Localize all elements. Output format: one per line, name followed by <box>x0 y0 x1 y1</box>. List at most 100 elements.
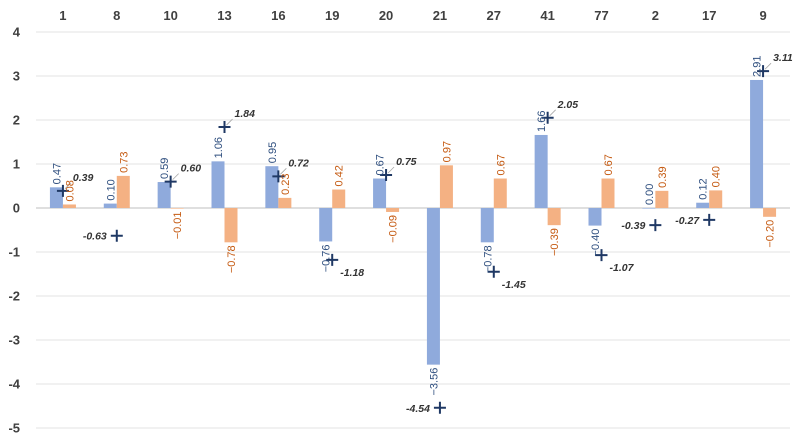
bars <box>49 79 777 365</box>
marker-label: 2.05 <box>557 99 579 111</box>
plus-marker <box>380 169 393 181</box>
marker-leader-line <box>387 166 395 174</box>
bar-series-a <box>588 208 602 226</box>
plus-marker <box>56 184 69 197</box>
data-label: 0.12 <box>698 178 710 199</box>
marker-leader-line <box>280 168 287 175</box>
y-tick-label: 2 <box>13 113 20 128</box>
bar-series-a <box>750 79 764 209</box>
x-category-label: 9 <box>759 8 766 23</box>
marker-label: 0.75 <box>396 156 417 168</box>
y-tick-label: -1 <box>8 245 20 260</box>
marker-leader-line <box>226 118 233 126</box>
y-tick-label: 0 <box>13 201 20 216</box>
data-label: 0.67 <box>603 154 615 175</box>
plus-marker <box>649 219 662 232</box>
plus-marker <box>541 111 554 124</box>
markers <box>56 62 772 414</box>
x-category-label: 27 <box>487 8 501 23</box>
plus-marker <box>703 213 716 226</box>
data-label: 1.66 <box>536 111 548 132</box>
y-tick-label: 1 <box>13 157 20 172</box>
data-label: −0.01 <box>172 211 184 239</box>
plus-marker <box>757 65 770 78</box>
bar-series-b <box>62 204 76 208</box>
plus-marker <box>433 401 446 414</box>
bar-series-b <box>655 190 669 208</box>
plus-marker <box>110 229 123 242</box>
gridlines <box>36 31 790 429</box>
plus-marker <box>487 265 500 278</box>
data-label: 0.97 <box>441 141 453 162</box>
x-category-label: 41 <box>540 8 554 23</box>
x-axis: 1 8 10 13 16 19 20 21 27 41 77 2 17 9 <box>59 8 766 23</box>
x-category-label: 21 <box>433 8 447 23</box>
marker-label: -1.07 <box>610 262 635 274</box>
plus-marker <box>326 253 339 266</box>
data-label: 0.95 <box>267 142 279 163</box>
x-category-label: 16 <box>271 8 285 23</box>
bar-series-a <box>49 187 63 208</box>
data-label: 0.73 <box>118 151 130 172</box>
data-label: 0.67 <box>375 154 387 175</box>
data-label: −0.09 <box>388 215 400 243</box>
plus-marker <box>218 121 231 134</box>
y-axis: 4 3 2 1 0 -1 -2 -3 -4 -5 <box>8 25 20 436</box>
marker-label: -0.63 <box>83 231 107 243</box>
data-label: −0.20 <box>765 220 777 248</box>
y-tick-label: 4 <box>13 25 21 40</box>
y-tick-label: 3 <box>13 69 20 84</box>
marker-leader-line <box>64 182 72 190</box>
plus-marker <box>164 175 177 188</box>
bar-series-a <box>319 208 333 242</box>
bar-series-a <box>265 166 279 208</box>
bar-series-b <box>547 208 561 226</box>
data-label: 0.67 <box>495 154 507 175</box>
data-label: −0.39 <box>549 228 561 256</box>
data-label: 0.47 <box>51 163 63 184</box>
marker-label: -0.39 <box>621 220 645 232</box>
marker-label: -1.45 <box>502 279 526 291</box>
y-tick-label: -3 <box>8 333 20 348</box>
bar-series-a <box>480 208 494 243</box>
data-label: 0.10 <box>105 179 117 200</box>
marker-label: 1.84 <box>235 108 256 120</box>
bar-series-b <box>709 190 723 208</box>
bar-series-b <box>116 175 130 208</box>
data-label: −0.76 <box>321 244 333 272</box>
marker-label: 0.60 <box>181 163 202 175</box>
data-label: 0.40 <box>711 166 723 187</box>
bar-series-a <box>426 208 440 365</box>
y-tick-label: -5 <box>8 421 20 436</box>
bar-series-b <box>601 178 615 208</box>
plus-marker <box>595 249 608 262</box>
data-labels: 0.47 0.10 0.59 1.06 0.95 −0.76 0.67 −3.56 −0.78 1… <box>51 52 792 415</box>
marker-label: -1.18 <box>340 267 364 279</box>
marker-label: 0.72 <box>288 157 309 169</box>
bar-series-b <box>224 208 238 243</box>
x-category-label: 13 <box>217 8 231 23</box>
marker-label: 0.39 <box>73 172 94 184</box>
data-label: 0.59 <box>159 158 171 179</box>
bar-series-a <box>534 134 548 208</box>
data-label: 0.23 <box>280 173 292 194</box>
bar-series-a <box>642 208 656 209</box>
x-category-label: 1 <box>59 8 66 23</box>
bar-series-b <box>332 189 346 208</box>
y-tick-label: -4 <box>8 377 20 392</box>
bar-series-a <box>373 178 387 208</box>
data-label: −0.40 <box>590 229 602 257</box>
marker-leader-line <box>549 109 556 117</box>
marker-label: -0.27 <box>675 215 700 227</box>
data-label: 0.39 <box>657 166 669 187</box>
marker-label: 3.11 <box>773 52 793 64</box>
bar-series-b <box>278 197 292 208</box>
data-label: 0.00 <box>644 184 656 205</box>
bar-series-b <box>439 165 453 208</box>
marker-leader-line <box>764 62 772 70</box>
bar-series-a <box>157 182 171 208</box>
bar-series-b <box>763 208 777 217</box>
x-category-label: 10 <box>163 8 177 23</box>
marker-leader-line <box>172 173 179 180</box>
data-label: 0.42 <box>334 165 346 186</box>
